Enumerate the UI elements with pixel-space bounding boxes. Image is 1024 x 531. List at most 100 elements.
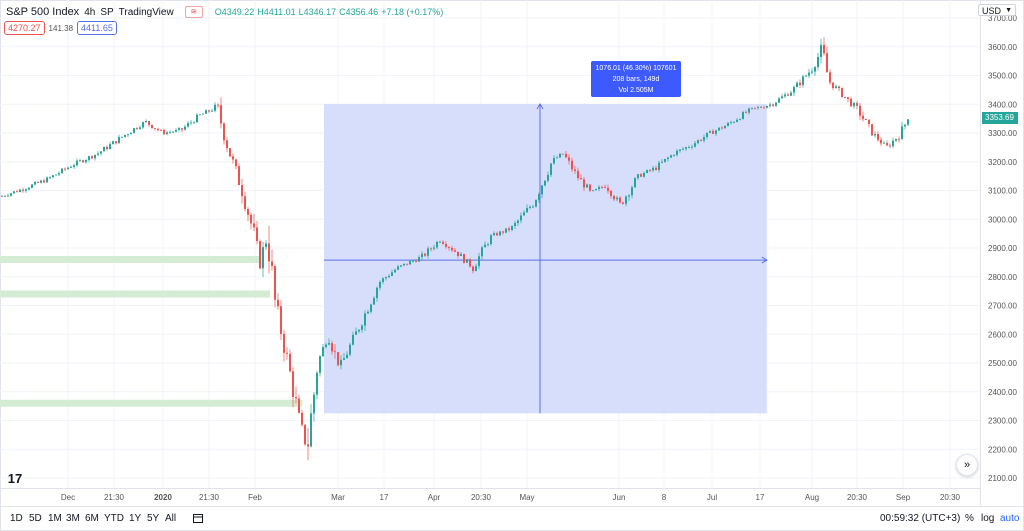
candle xyxy=(67,167,69,170)
range-5d[interactable]: 5D xyxy=(29,513,42,524)
candle xyxy=(337,352,339,366)
candle xyxy=(343,358,345,360)
candle xyxy=(484,244,486,248)
range-all[interactable]: All xyxy=(165,513,177,524)
double-chevron-right-icon[interactable]: » xyxy=(956,454,978,476)
candle xyxy=(412,260,414,262)
range-ytd[interactable]: YTD xyxy=(104,513,124,524)
candle xyxy=(439,241,441,243)
trade-badges: 4270.27 141.38 4411.65 xyxy=(4,21,121,35)
candle xyxy=(586,184,588,188)
candle xyxy=(13,191,15,194)
candle xyxy=(616,197,618,200)
candle xyxy=(478,256,480,267)
candle xyxy=(181,128,183,130)
candle xyxy=(328,343,330,345)
symbol-name[interactable]: S&P 500 Index xyxy=(6,6,80,18)
candle xyxy=(874,134,876,136)
candle xyxy=(871,124,873,136)
log-toggle[interactable]: log xyxy=(981,513,995,524)
price-axis: 2100.00 2200.00 2300.00 2400.00 2500.00 2600.… xyxy=(980,0,1017,506)
candle xyxy=(640,174,642,177)
candle xyxy=(85,159,87,163)
candle xyxy=(322,347,324,357)
candle xyxy=(715,130,717,134)
candle xyxy=(1,195,3,197)
auto-toggle[interactable]: auto xyxy=(1000,513,1020,524)
y-tick-label: 2900.00 xyxy=(988,244,1017,253)
candle xyxy=(148,121,150,125)
range-1y[interactable]: 1Y xyxy=(129,513,142,524)
x-tick-label: 20:30 xyxy=(847,493,868,502)
candle xyxy=(49,177,51,179)
candle xyxy=(481,247,483,257)
candle xyxy=(115,141,117,144)
candle xyxy=(178,128,180,130)
x-tick-label: Feb xyxy=(248,493,262,502)
candle xyxy=(346,354,348,359)
candle xyxy=(265,243,267,248)
x-tick-label: Mar xyxy=(331,493,345,502)
range-3m[interactable]: 3M xyxy=(66,513,80,524)
candle xyxy=(805,75,807,77)
candle xyxy=(781,96,783,99)
candle xyxy=(742,112,744,120)
y-tick-label: 2700.00 xyxy=(988,302,1017,311)
candle xyxy=(310,413,312,447)
tradingview-logo-icon[interactable]: 17 xyxy=(7,471,23,486)
candle xyxy=(325,344,327,348)
candle xyxy=(682,148,684,150)
candle xyxy=(253,223,255,228)
candle xyxy=(175,129,177,132)
candle xyxy=(151,124,153,129)
candle xyxy=(379,281,381,288)
candle xyxy=(532,206,534,208)
x-tick-label: May xyxy=(519,493,534,502)
range-1m[interactable]: 1M xyxy=(48,513,62,524)
calendar-goto-icon[interactable] xyxy=(193,513,203,523)
last-price-tag: 3353.69 xyxy=(982,112,1018,124)
y-tick-label: 2400.00 xyxy=(988,388,1017,397)
interval-label[interactable]: 4h xyxy=(84,6,96,18)
candle xyxy=(430,248,432,250)
candle xyxy=(241,184,243,197)
clock-display[interactable]: 00:59:32 (UTC+3) xyxy=(880,513,961,524)
candle xyxy=(589,184,591,191)
chart-legend: S&P 500 Index 4h SP TradingView ≋ O4349.… xyxy=(6,4,446,20)
candle xyxy=(301,412,303,425)
y-tick-label: 3700.00 xyxy=(988,14,1017,23)
ohlc-low: L4346.17 xyxy=(298,7,337,17)
candle xyxy=(535,200,537,207)
candle xyxy=(37,182,39,183)
currency-select[interactable]: USD ▼ xyxy=(978,4,1016,16)
candle xyxy=(451,247,453,251)
candle xyxy=(427,248,429,256)
candle xyxy=(847,97,849,99)
candle xyxy=(607,187,609,191)
candle xyxy=(280,306,282,334)
percent-toggle[interactable]: % xyxy=(965,513,974,524)
range-5y[interactable]: 5Y xyxy=(147,513,160,524)
range-6m[interactable]: 6M xyxy=(85,513,99,524)
candle xyxy=(127,134,129,136)
x-tick-label: Aug xyxy=(805,493,819,502)
red-flag-icon[interactable]: ≋ xyxy=(184,6,203,18)
candle xyxy=(736,119,738,122)
support-zone xyxy=(0,399,303,407)
candle xyxy=(421,253,423,258)
candle xyxy=(664,158,666,162)
candle xyxy=(487,244,489,245)
candle xyxy=(61,168,63,174)
candle xyxy=(877,134,879,140)
measure-tooltip: 1076.01 (46.30%) 107601 208 bars, 149d V… xyxy=(591,61,681,97)
candle xyxy=(334,351,336,353)
candle xyxy=(136,128,138,129)
range-1d[interactable]: 1D xyxy=(10,513,23,524)
sell-badge[interactable]: 4270.27 xyxy=(4,21,45,35)
candle xyxy=(493,233,495,236)
candle xyxy=(685,147,687,149)
candle xyxy=(859,105,861,116)
candle xyxy=(694,143,696,147)
buy-badge[interactable]: 4411.65 xyxy=(77,21,117,35)
